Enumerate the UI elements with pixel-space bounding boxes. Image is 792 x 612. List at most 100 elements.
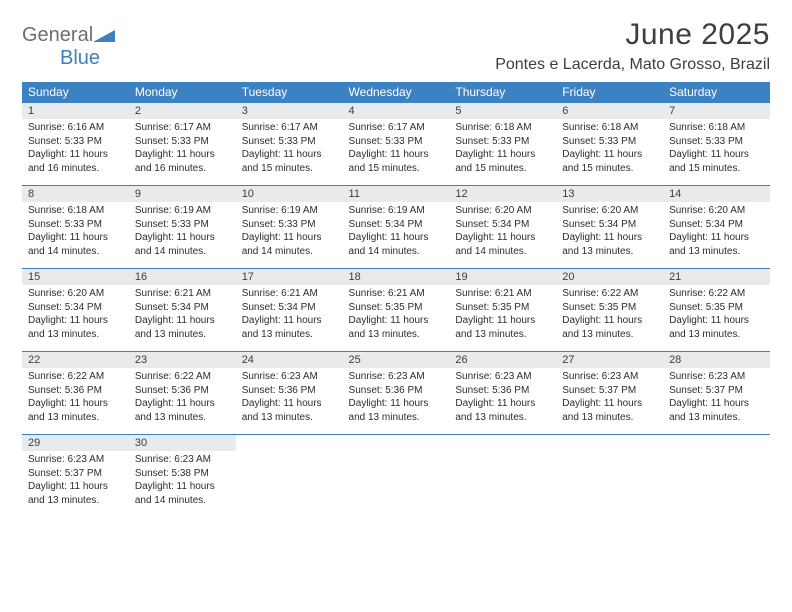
day-detail: Sunrise: 6:23 AMSunset: 5:37 PMDaylight:…	[22, 451, 129, 517]
daylight-text: Daylight: 11 hours and 13 minutes.	[349, 314, 444, 341]
month-title: June 2025	[495, 18, 770, 52]
day-detail-cell: Sunrise: 6:20 AMSunset: 5:34 PMDaylight:…	[556, 202, 663, 269]
day-detail: Sunrise: 6:21 AMSunset: 5:35 PMDaylight:…	[343, 285, 450, 351]
day-detail-cell: Sunrise: 6:16 AMSunset: 5:33 PMDaylight:…	[22, 119, 129, 186]
calendar-table: Sunday Monday Tuesday Wednesday Thursday…	[22, 82, 770, 517]
sunrise-text: Sunrise: 6:21 AM	[455, 287, 550, 301]
day-detail: Sunrise: 6:22 AMSunset: 5:35 PMDaylight:…	[556, 285, 663, 351]
day-cell: 2	[129, 103, 236, 120]
day-detail: Sunrise: 6:22 AMSunset: 5:36 PMDaylight:…	[129, 368, 236, 434]
day-number: 24	[236, 352, 343, 368]
day-cell	[236, 435, 343, 452]
day-number-row: 22232425262728	[22, 352, 770, 369]
day-detail: Sunrise: 6:19 AMSunset: 5:33 PMDaylight:…	[236, 202, 343, 268]
day-cell: 6	[556, 103, 663, 120]
day-cell: 21	[663, 269, 770, 286]
sunset-text: Sunset: 5:33 PM	[669, 135, 764, 149]
sunset-text: Sunset: 5:33 PM	[455, 135, 550, 149]
day-detail-cell: Sunrise: 6:20 AMSunset: 5:34 PMDaylight:…	[663, 202, 770, 269]
logo-text-general: General	[22, 24, 93, 47]
day-number: 21	[663, 269, 770, 285]
day-cell: 29	[22, 435, 129, 452]
day-number-row: 2930	[22, 435, 770, 452]
day-detail-cell: Sunrise: 6:21 AMSunset: 5:35 PMDaylight:…	[449, 285, 556, 352]
day-number: 4	[343, 103, 450, 119]
weekday-header: Monday	[129, 82, 236, 103]
sunset-text: Sunset: 5:33 PM	[28, 135, 123, 149]
daylight-text: Daylight: 11 hours and 13 minutes.	[28, 397, 123, 424]
sunset-text: Sunset: 5:33 PM	[562, 135, 657, 149]
day-detail: Sunrise: 6:20 AMSunset: 5:34 PMDaylight:…	[663, 202, 770, 268]
weekday-header: Thursday	[449, 82, 556, 103]
day-number: 28	[663, 352, 770, 368]
sunrise-text: Sunrise: 6:19 AM	[135, 204, 230, 218]
daylight-text: Daylight: 11 hours and 14 minutes.	[455, 231, 550, 258]
daylight-text: Daylight: 11 hours and 13 minutes.	[135, 314, 230, 341]
sunset-text: Sunset: 5:34 PM	[135, 301, 230, 315]
daylight-text: Daylight: 11 hours and 13 minutes.	[669, 314, 764, 341]
day-detail: Sunrise: 6:18 AMSunset: 5:33 PMDaylight:…	[663, 119, 770, 185]
sunrise-text: Sunrise: 6:20 AM	[28, 287, 123, 301]
day-number-row: 1234567	[22, 103, 770, 120]
day-detail-cell: Sunrise: 6:19 AMSunset: 5:34 PMDaylight:…	[343, 202, 450, 269]
day-detail: Sunrise: 6:17 AMSunset: 5:33 PMDaylight:…	[129, 119, 236, 185]
daylight-text: Daylight: 11 hours and 14 minutes.	[135, 231, 230, 258]
day-cell: 9	[129, 186, 236, 203]
day-cell: 19	[449, 269, 556, 286]
daylight-text: Daylight: 11 hours and 13 minutes.	[28, 314, 123, 341]
day-number: 25	[343, 352, 450, 368]
day-detail-cell: Sunrise: 6:23 AMSunset: 5:37 PMDaylight:…	[663, 368, 770, 435]
daylight-text: Daylight: 11 hours and 16 minutes.	[135, 148, 230, 175]
sunrise-text: Sunrise: 6:23 AM	[562, 370, 657, 384]
day-cell	[343, 435, 450, 452]
day-number: 17	[236, 269, 343, 285]
daylight-text: Daylight: 11 hours and 14 minutes.	[349, 231, 444, 258]
sunset-text: Sunset: 5:33 PM	[28, 218, 123, 232]
daylight-text: Daylight: 11 hours and 14 minutes.	[28, 231, 123, 258]
day-detail-cell: Sunrise: 6:22 AMSunset: 5:35 PMDaylight:…	[556, 285, 663, 352]
sunrise-text: Sunrise: 6:23 AM	[135, 453, 230, 467]
day-cell: 10	[236, 186, 343, 203]
day-number-row: 891011121314	[22, 186, 770, 203]
daylight-text: Daylight: 11 hours and 13 minutes.	[242, 397, 337, 424]
daylight-text: Daylight: 11 hours and 15 minutes.	[562, 148, 657, 175]
sunrise-text: Sunrise: 6:18 AM	[28, 204, 123, 218]
day-detail: Sunrise: 6:21 AMSunset: 5:35 PMDaylight:…	[449, 285, 556, 351]
day-number: 29	[22, 435, 129, 451]
sunrise-text: Sunrise: 6:17 AM	[349, 121, 444, 135]
weekday-header: Saturday	[663, 82, 770, 103]
day-detail-cell	[556, 451, 663, 517]
day-cell: 15	[22, 269, 129, 286]
day-detail-cell: Sunrise: 6:20 AMSunset: 5:34 PMDaylight:…	[22, 285, 129, 352]
day-detail: Sunrise: 6:23 AMSunset: 5:36 PMDaylight:…	[236, 368, 343, 434]
day-detail: Sunrise: 6:18 AMSunset: 5:33 PMDaylight:…	[22, 202, 129, 268]
daylight-text: Daylight: 11 hours and 15 minutes.	[455, 148, 550, 175]
sunset-text: Sunset: 5:34 PM	[242, 301, 337, 315]
day-detail: Sunrise: 6:21 AMSunset: 5:34 PMDaylight:…	[129, 285, 236, 351]
day-detail-cell: Sunrise: 6:17 AMSunset: 5:33 PMDaylight:…	[343, 119, 450, 186]
day-cell: 14	[663, 186, 770, 203]
sunset-text: Sunset: 5:34 PM	[28, 301, 123, 315]
logo-text-blue: Blue	[60, 47, 100, 69]
sunset-text: Sunset: 5:34 PM	[455, 218, 550, 232]
day-cell: 30	[129, 435, 236, 452]
brand-logo: GeneralBlue	[22, 18, 115, 70]
daylight-text: Daylight: 11 hours and 13 minutes.	[669, 397, 764, 424]
sunset-text: Sunset: 5:33 PM	[242, 135, 337, 149]
day-detail-cell: Sunrise: 6:22 AMSunset: 5:36 PMDaylight:…	[22, 368, 129, 435]
day-number: 26	[449, 352, 556, 368]
daylight-text: Daylight: 11 hours and 16 minutes.	[28, 148, 123, 175]
day-number: 19	[449, 269, 556, 285]
sunrise-text: Sunrise: 6:16 AM	[28, 121, 123, 135]
day-cell: 27	[556, 352, 663, 369]
daylight-text: Daylight: 11 hours and 13 minutes.	[455, 397, 550, 424]
day-cell	[449, 435, 556, 452]
day-cell: 24	[236, 352, 343, 369]
sunset-text: Sunset: 5:34 PM	[349, 218, 444, 232]
sunrise-text: Sunrise: 6:18 AM	[455, 121, 550, 135]
day-detail: Sunrise: 6:23 AMSunset: 5:36 PMDaylight:…	[343, 368, 450, 434]
sunrise-text: Sunrise: 6:22 AM	[562, 287, 657, 301]
sunrise-text: Sunrise: 6:21 AM	[135, 287, 230, 301]
sunrise-text: Sunrise: 6:20 AM	[455, 204, 550, 218]
daylight-text: Daylight: 11 hours and 13 minutes.	[562, 314, 657, 341]
